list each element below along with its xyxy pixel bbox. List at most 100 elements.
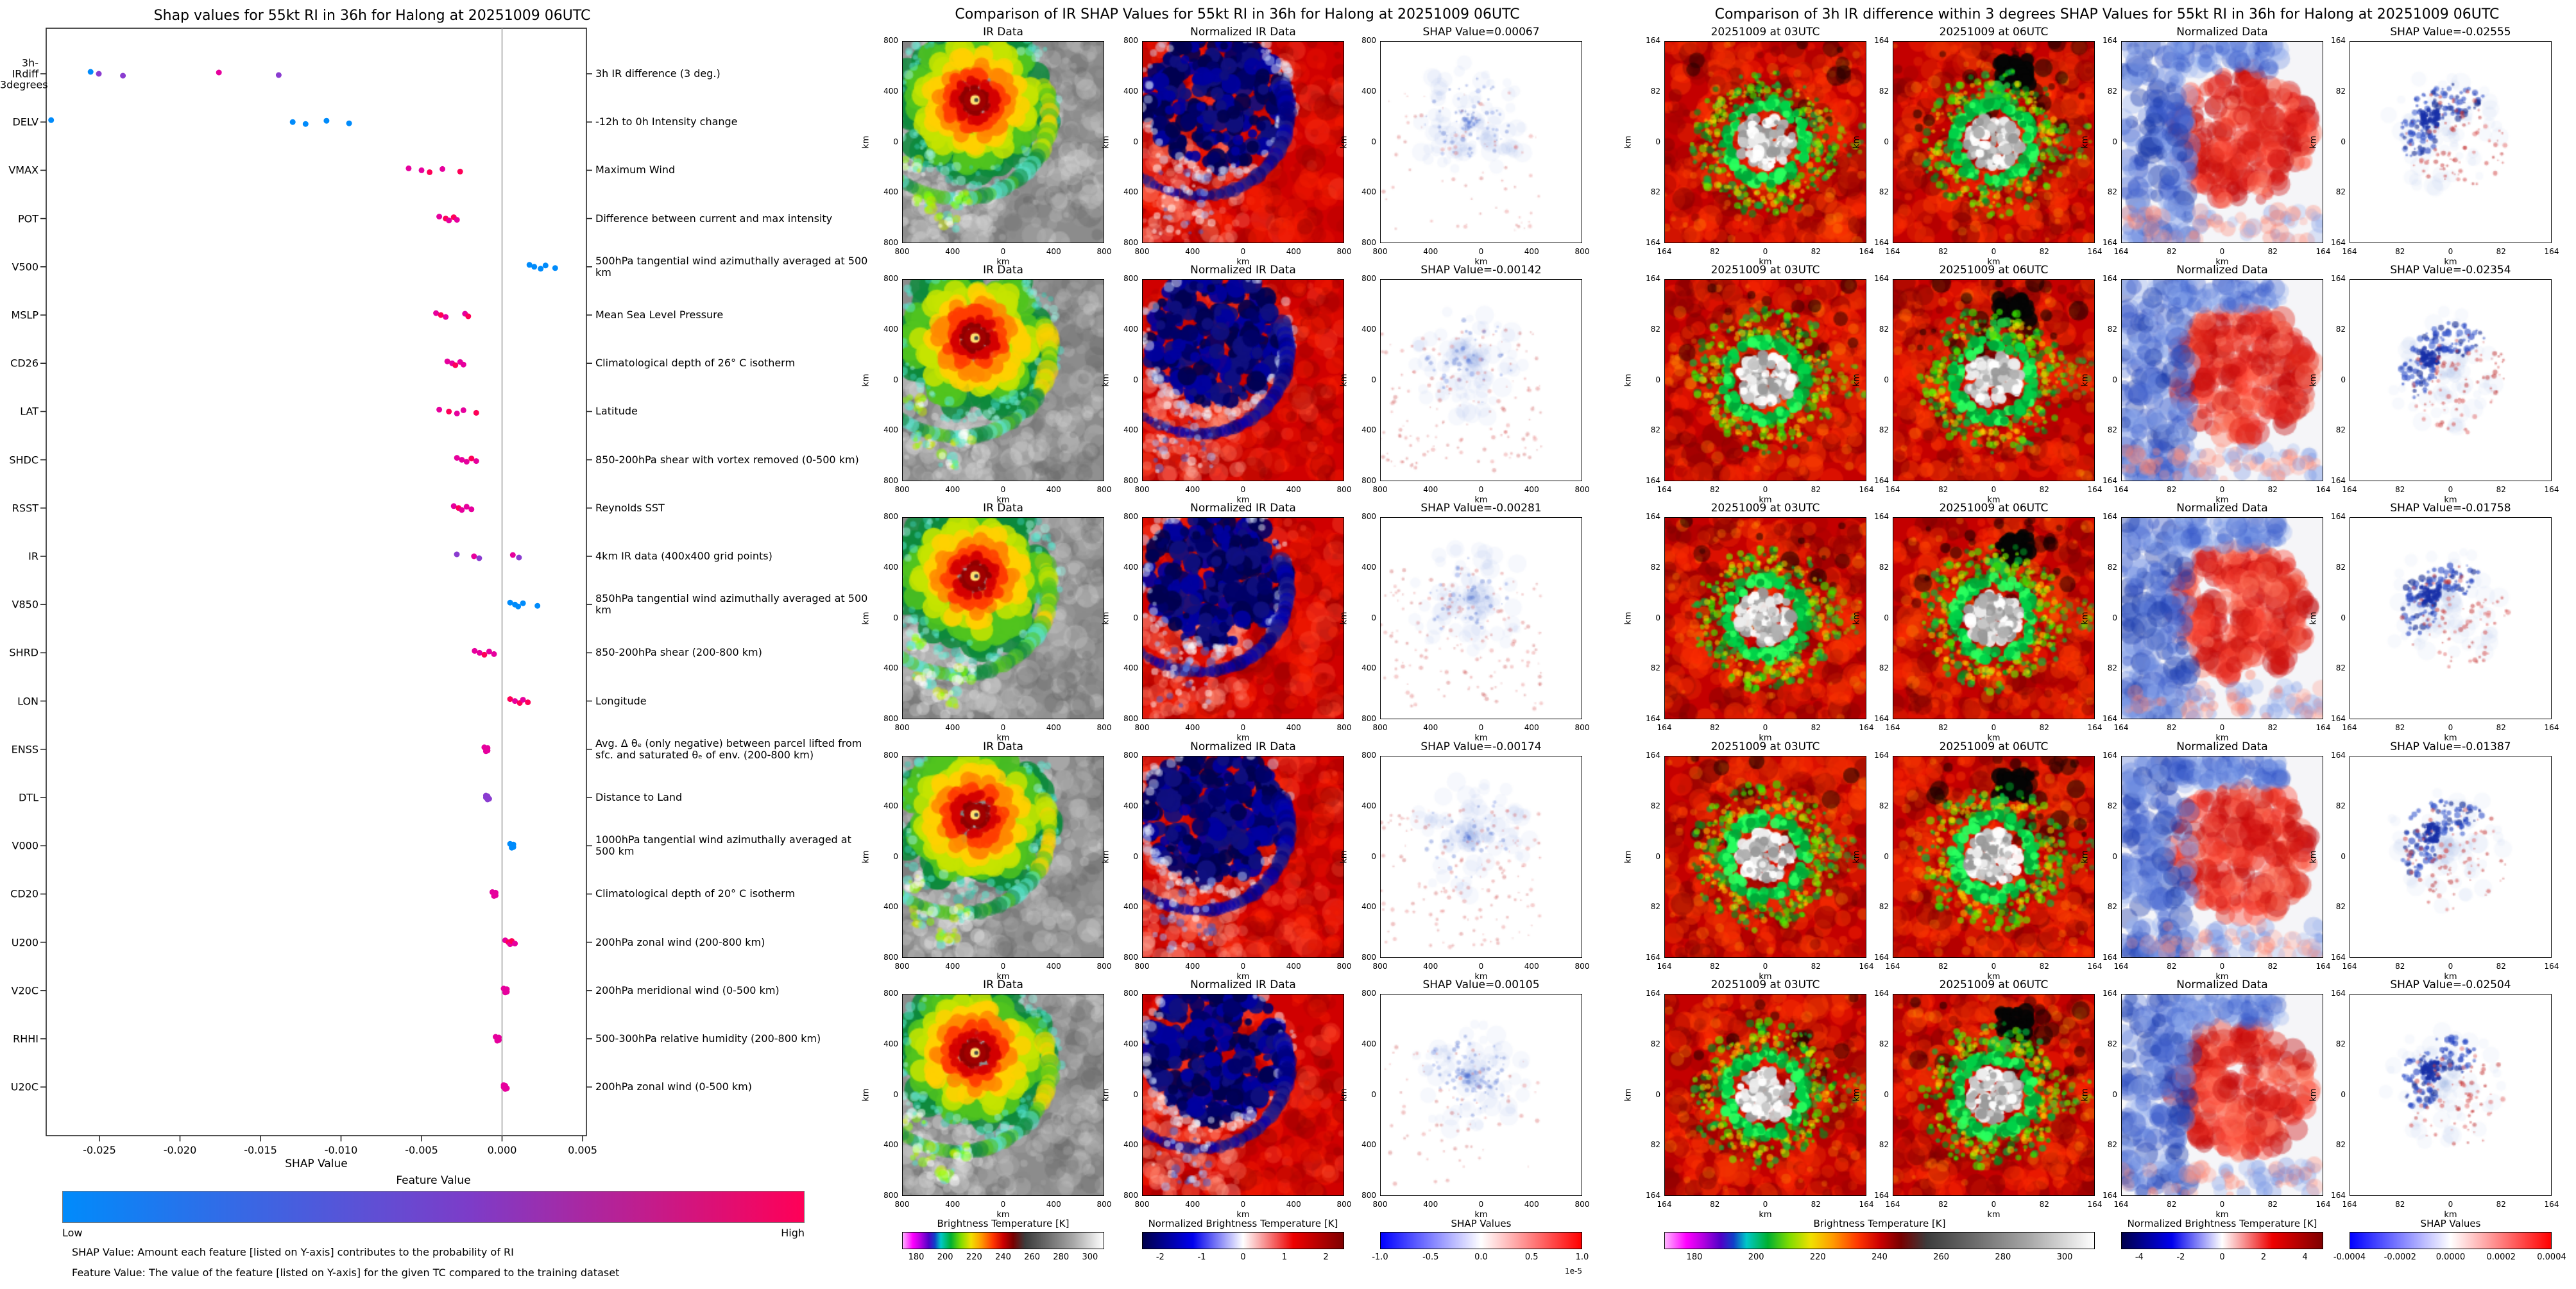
- axis-tick-label: 82: [2167, 1200, 2177, 1209]
- shap-point: [507, 599, 513, 606]
- shap-point: [512, 941, 518, 947]
- axis-tick-label: 164: [2342, 723, 2357, 732]
- axis-tick-label: 800: [1361, 238, 1376, 247]
- axis-tick-label: 800: [894, 485, 910, 494]
- normalized-diff-canvas: [2122, 42, 2323, 243]
- colorbar-tick-label: 0.0002: [2486, 1252, 2516, 1262]
- axis-tick-label: 164: [2342, 1200, 2357, 1209]
- y-axis-label: km: [1101, 1088, 1111, 1102]
- colorbar-low-label: Low: [62, 1227, 83, 1239]
- diff-shap-map-image: [2350, 41, 2552, 243]
- axis-tick-label: 800: [894, 962, 910, 971]
- ir-shap-map-image: [1380, 994, 1582, 1196]
- axis-tick-label: 0: [1762, 247, 1768, 256]
- axis-tick-label: 82: [2039, 962, 2049, 971]
- axis-tick-label: 400: [1185, 962, 1200, 971]
- axis-tick-label: 400: [883, 324, 898, 334]
- axis-tick-label: 82: [2496, 723, 2506, 732]
- axis-tick-label: 800: [1336, 962, 1352, 971]
- axis-tick-label: 82: [2107, 902, 2117, 912]
- axis-tick-label: 400: [1123, 801, 1138, 810]
- shap-point: [433, 310, 439, 316]
- axis-tick-label: 82: [2267, 485, 2278, 494]
- axis-tick-label: 800: [1361, 476, 1376, 485]
- axis-tick-label: 82: [1938, 723, 1949, 732]
- axis-tick-label: 82: [2335, 801, 2346, 810]
- axis-tick-label: 0: [1371, 613, 1376, 622]
- axis-tick-label: 800: [1574, 485, 1590, 494]
- axis-tick-label: 164: [2316, 1200, 2331, 1209]
- axis-tick-label: 0: [1478, 723, 1484, 732]
- y-axis-label: km: [2308, 1088, 2319, 1102]
- ir-03utc-image: [1664, 279, 1866, 481]
- axis-tick-label: 82: [1879, 187, 1889, 197]
- axis-tick-label: 82: [1710, 485, 1720, 494]
- axis-tick-label: 800: [894, 723, 910, 732]
- axis-tick-label: 0: [2448, 962, 2453, 971]
- y-axis-label: km: [1852, 1088, 1862, 1102]
- axis-tick-label: 82: [1650, 86, 1660, 96]
- axis-tick-label: 164: [1885, 962, 1900, 971]
- colorbar-label: Brightness Temperature [K]: [937, 1218, 1070, 1229]
- panel-title: 20251009 at 06UTC: [1939, 502, 2049, 515]
- axis-tick-label: 400: [1123, 324, 1138, 334]
- x-axis-label: km: [1236, 1210, 1250, 1220]
- shap-point: [275, 72, 282, 78]
- axis-tick-label: 400: [883, 425, 898, 435]
- axis-tick-label: 400: [1361, 663, 1376, 673]
- ir-shap-map-canvas: [1381, 994, 1582, 1195]
- axis-tick-label: 164: [1646, 1191, 1660, 1200]
- axis-tick-label: 164: [2103, 512, 2117, 521]
- feature-description: Longitude: [595, 694, 647, 707]
- shap-point: [486, 648, 492, 654]
- axis-tick-label: 0: [1884, 137, 1889, 146]
- axis-tick-label: 82: [1811, 247, 1821, 256]
- axis-tick-label: 0: [1655, 375, 1660, 384]
- shap-point: [473, 458, 479, 465]
- shap-point: [468, 456, 475, 462]
- axis-tick-label: 82: [1650, 1140, 1660, 1150]
- axis-tick-label: 400: [1423, 1200, 1438, 1209]
- y-axis-label: km: [1101, 373, 1111, 387]
- axis-tick-label: 164: [1657, 723, 1672, 732]
- axis-tick-label: 82: [1710, 723, 1720, 732]
- ir-03utc-image: [1664, 756, 1866, 958]
- axis-tick-label: 164: [2316, 247, 2331, 256]
- axis-tick-label: 164: [2113, 1200, 2129, 1209]
- axis-tick-label: 164: [1874, 1191, 1889, 1200]
- axis-tick-label: 82: [1650, 801, 1660, 810]
- axis-tick-label: 164: [2087, 723, 2103, 732]
- axis-tick-label: 800: [1123, 274, 1138, 283]
- diff-shap-map-image: [2350, 517, 2552, 719]
- feature-label: DELV: [12, 115, 38, 128]
- ir-data-image: [902, 994, 1104, 1196]
- axis-tick-label: 164: [1885, 723, 1900, 732]
- axis-tick-label: 400: [1361, 425, 1376, 435]
- axis-tick-label: 400: [883, 1140, 898, 1150]
- axis-tick-label: 400: [1123, 1039, 1138, 1048]
- y-axis-label: km: [1339, 373, 1349, 387]
- x-axis-label: km: [2215, 972, 2229, 982]
- y-axis-label: km: [1852, 611, 1862, 625]
- shap-point: [526, 262, 533, 268]
- shap-point: [504, 1085, 510, 1091]
- y-axis-label: km: [2308, 373, 2319, 387]
- axis-tick-label: 164: [2103, 751, 2117, 760]
- axis-tick-label: 400: [1524, 962, 1539, 971]
- x-axis-label: km: [996, 257, 1010, 267]
- axis-tick-label: 0: [1762, 1200, 1768, 1209]
- feature-description: 850-200hPa shear (200-800 km): [595, 646, 762, 659]
- axis-tick-label: 400: [1123, 902, 1138, 912]
- axis-tick-label: 400: [1423, 723, 1438, 732]
- x-axis-label: km: [1474, 733, 1488, 743]
- axis-tick-label: 164: [2544, 723, 2559, 732]
- axis-tick-label: 0: [1371, 137, 1376, 146]
- axis-tick-label: 800: [1361, 512, 1376, 521]
- feature-description: Climatological depth of 26° C isotherm: [595, 357, 796, 370]
- axis-tick-label: 800: [1574, 962, 1590, 971]
- panel-title: Normalized Data: [2176, 26, 2268, 38]
- shap-point: [460, 361, 466, 368]
- colorbar-tick-label: 0.0000: [2435, 1252, 2466, 1262]
- axis-tick-label: 82: [2107, 801, 2117, 810]
- shap-point: [471, 553, 477, 559]
